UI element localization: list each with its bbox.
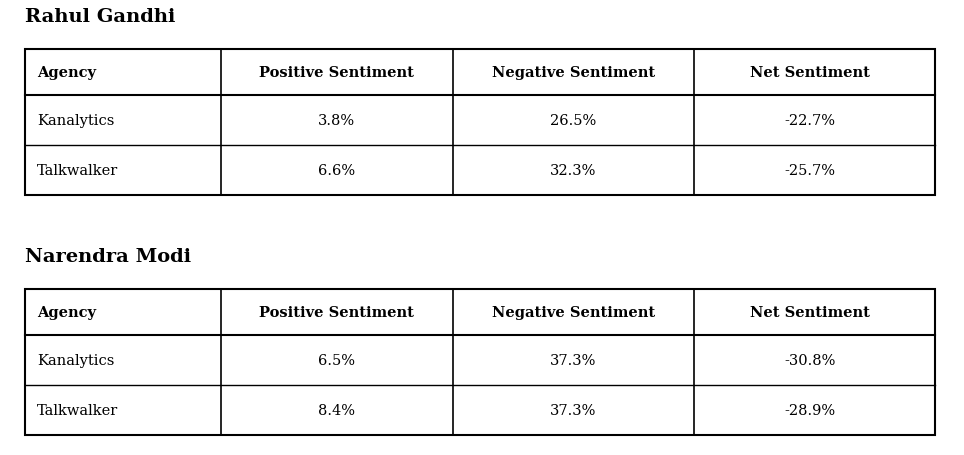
Text: Positive Sentiment: Positive Sentiment xyxy=(259,305,415,319)
Text: -28.9%: -28.9% xyxy=(785,403,836,417)
Text: -25.7%: -25.7% xyxy=(785,164,836,177)
Text: 26.5%: 26.5% xyxy=(550,114,597,128)
Text: Narendra Modi: Narendra Modi xyxy=(25,248,191,265)
Text: Kanalytics: Kanalytics xyxy=(37,114,115,128)
Text: 37.3%: 37.3% xyxy=(550,403,597,417)
Text: 6.5%: 6.5% xyxy=(318,353,355,367)
Text: Rahul Gandhi: Rahul Gandhi xyxy=(25,8,175,26)
Text: 3.8%: 3.8% xyxy=(318,114,356,128)
Text: Negative Sentiment: Negative Sentiment xyxy=(492,66,655,80)
Text: Talkwalker: Talkwalker xyxy=(37,403,119,417)
Text: Kanalytics: Kanalytics xyxy=(37,353,115,367)
Text: Talkwalker: Talkwalker xyxy=(37,164,119,177)
Bar xyxy=(25,50,935,196)
Text: 8.4%: 8.4% xyxy=(318,403,355,417)
Text: -22.7%: -22.7% xyxy=(785,114,836,128)
Bar xyxy=(25,289,935,435)
Text: Agency: Agency xyxy=(37,66,96,80)
Text: Net Sentiment: Net Sentiment xyxy=(750,66,870,80)
Text: Agency: Agency xyxy=(37,305,96,319)
Text: -30.8%: -30.8% xyxy=(784,353,836,367)
Text: Positive Sentiment: Positive Sentiment xyxy=(259,66,415,80)
Text: Negative Sentiment: Negative Sentiment xyxy=(492,305,655,319)
Text: 37.3%: 37.3% xyxy=(550,353,597,367)
Text: 32.3%: 32.3% xyxy=(550,164,597,177)
Text: 6.6%: 6.6% xyxy=(318,164,356,177)
Text: Net Sentiment: Net Sentiment xyxy=(750,305,870,319)
